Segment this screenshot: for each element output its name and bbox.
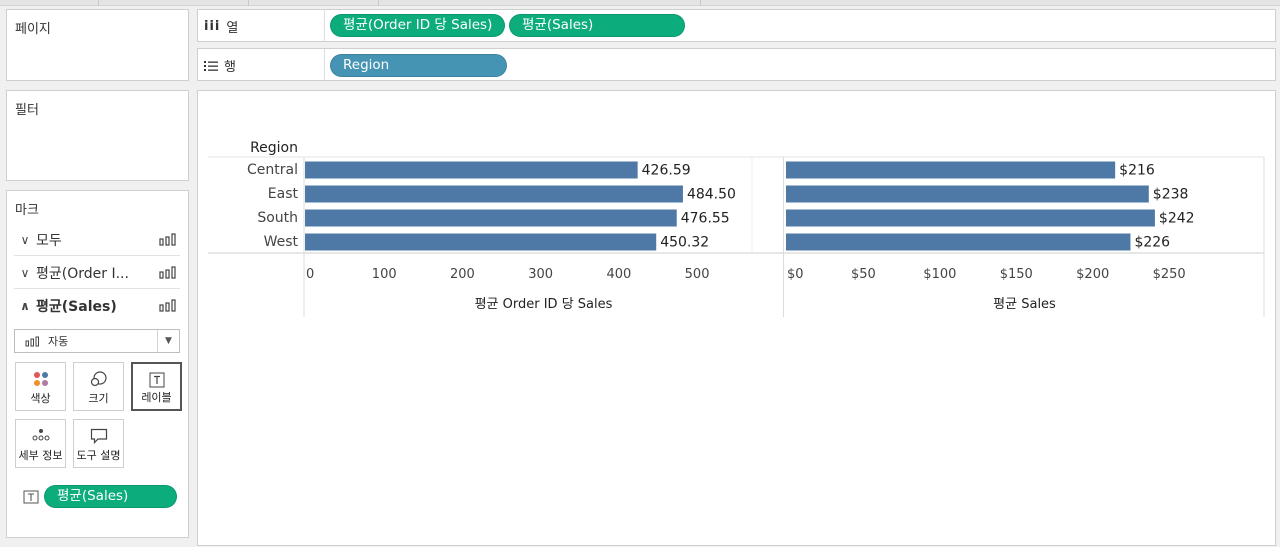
- mark-type-value: 자동: [48, 335, 69, 348]
- bar: [786, 209, 1155, 227]
- filters-title: 필터: [15, 103, 39, 118]
- bar-chart-icon: [159, 233, 176, 246]
- data-label: 450.32: [660, 235, 709, 251]
- category-label: East: [268, 186, 299, 202]
- marks-card-order-id-sales[interactable]: ∨ 평균(Order I...: [14, 257, 180, 289]
- tick-label: $50: [851, 267, 876, 282]
- size-icon: [90, 371, 107, 387]
- tick-label: 300: [528, 267, 553, 282]
- bar-chart-icon: [25, 336, 39, 346]
- columns-icon: iii: [204, 19, 221, 34]
- label-field-pill[interactable]: 평균(Sales): [44, 485, 177, 508]
- color-button[interactable]: 색상: [15, 362, 66, 411]
- label-button[interactable]: 레이블: [131, 362, 182, 411]
- bar: [305, 185, 683, 203]
- data-label: 476.55: [681, 211, 730, 227]
- row-header-region: Region: [250, 140, 298, 156]
- marks-card-label: 평균(Order I...: [36, 265, 129, 282]
- color-button-label: 색상: [30, 392, 51, 405]
- columns-label: 열: [226, 21, 239, 36]
- bar: [305, 161, 638, 179]
- data-label: $242: [1159, 211, 1195, 227]
- columns-shelf[interactable]: iii 열 평균(Order ID 당 Sales) 평균(Sales): [197, 9, 1276, 42]
- tooltip-button[interactable]: 도구 설명: [73, 419, 124, 468]
- pages-title: 페이지: [15, 22, 51, 37]
- chart-view: Region 426.59 484.50 476.55 450.32 $216 $238 $…: [197, 90, 1276, 546]
- category-label: West: [264, 234, 299, 250]
- detail-button[interactable]: 세부 정보: [15, 419, 66, 468]
- size-button[interactable]: 크기: [73, 362, 124, 411]
- detail-dots-icon: [32, 429, 49, 441]
- bar: [786, 233, 1131, 251]
- data-label: $226: [1134, 235, 1170, 251]
- axis-title: 평균 Sales: [993, 297, 1056, 312]
- data-label: $238: [1153, 187, 1189, 203]
- rows-label: 행: [224, 60, 236, 75]
- marks-card: 마크 ∨ 모두 ∨ 평균(Order I... ∧ 평균(Sales) 자동 ▼…: [6, 190, 189, 538]
- chevron-down-icon: ∨: [20, 265, 30, 280]
- tick-label: 0: [306, 267, 314, 282]
- pages-shelf[interactable]: 페이지: [6, 9, 189, 81]
- marks-title: 마크: [15, 203, 39, 218]
- category-label: Central: [247, 162, 298, 178]
- rows-shelf[interactable]: 행 Region: [197, 48, 1276, 81]
- tick-label: $0: [787, 267, 804, 282]
- axis-title: 평균 Order ID 당 Sales: [475, 297, 613, 312]
- bar-chart: Region 426.59 484.50 476.55 450.32 $216 $238 $…: [208, 140, 1265, 317]
- marks-card-label: 평균(Sales): [36, 299, 117, 315]
- tick-label: $100: [923, 267, 956, 282]
- bar: [786, 161, 1116, 179]
- tooltip-bubble-icon: [90, 428, 107, 444]
- bar: [305, 233, 657, 251]
- tick-label: 500: [685, 267, 710, 282]
- bar: [786, 185, 1149, 203]
- marks-card-sales[interactable]: ∧ 평균(Sales): [14, 290, 180, 322]
- text-label-icon: [149, 372, 164, 388]
- rows-pill-region[interactable]: Region: [330, 54, 507, 77]
- bar-chart-icon: [159, 266, 176, 279]
- size-button-label: 크기: [88, 392, 109, 405]
- data-label: 484.50: [687, 187, 736, 203]
- tick-label: 100: [372, 267, 397, 282]
- filters-shelf[interactable]: 필터: [6, 90, 189, 181]
- detail-button-label: 세부 정보: [18, 449, 63, 462]
- tick-label: $250: [1153, 267, 1186, 282]
- bar: [305, 209, 677, 227]
- tab-strip: [0, 0, 1280, 6]
- text-label-icon: [23, 490, 39, 504]
- tick-label: $200: [1076, 267, 1109, 282]
- chevron-up-icon: ∧: [20, 299, 30, 313]
- tick-label: 200: [450, 267, 475, 282]
- label-button-label: 레이블: [141, 391, 172, 404]
- mark-type-dropdown[interactable]: 자동 ▼: [14, 329, 180, 353]
- category-label: South: [257, 210, 298, 226]
- marks-card-label: 모두: [36, 232, 62, 249]
- dropdown-arrow-icon[interactable]: ▼: [157, 330, 179, 352]
- columns-pill-sales[interactable]: 평균(Sales): [509, 14, 685, 37]
- tick-label: $150: [1000, 267, 1033, 282]
- rows-icon: [204, 60, 218, 71]
- columns-pill-order-id-sales[interactable]: 평균(Order ID 당 Sales): [330, 14, 505, 37]
- data-label: 426.59: [642, 163, 691, 179]
- chevron-down-icon: ∨: [20, 232, 30, 247]
- bar-chart-icon: [159, 299, 176, 312]
- color-palette-icon: [33, 372, 48, 386]
- marks-card-all[interactable]: ∨ 모두: [14, 224, 180, 256]
- tick-label: 400: [606, 267, 631, 282]
- data-label: $216: [1119, 163, 1155, 179]
- tooltip-button-label: 도구 설명: [76, 449, 121, 462]
